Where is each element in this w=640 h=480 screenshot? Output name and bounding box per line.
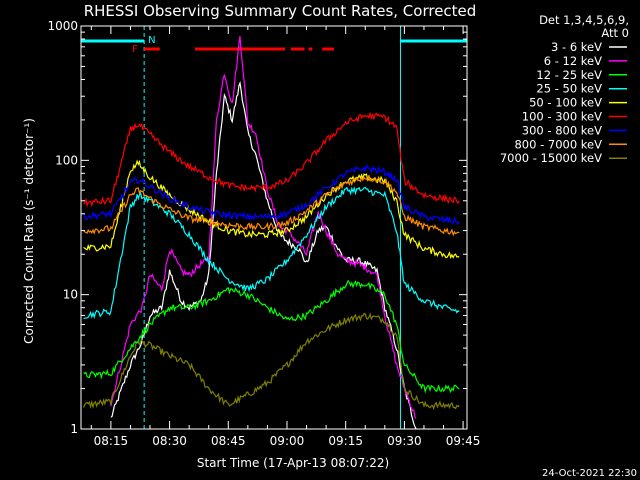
- x-tick-label: 09:00: [270, 434, 305, 448]
- plot-timestamp: 24-Oct-2021 22:30: [542, 468, 637, 479]
- legend-label: 12 - 25 keV: [536, 68, 602, 82]
- legend-label: 6 - 12 keV: [544, 54, 602, 68]
- legend-label: 800 - 7000 keV: [514, 137, 602, 151]
- series-line: [82, 163, 460, 226]
- series-line: [110, 36, 417, 419]
- legend-label: 50 - 100 keV: [529, 96, 602, 110]
- series-line: [83, 279, 460, 394]
- legend-label: 300 - 800 keV: [522, 123, 602, 137]
- y-tick-label: 100: [55, 153, 78, 167]
- series-line: [83, 186, 460, 320]
- legend-label: 100 - 300 keV: [522, 110, 602, 124]
- x-tick-label: 09:15: [328, 434, 363, 448]
- legend-header: Det 1,3,4,5,6,9, Att 0: [539, 13, 629, 40]
- series-line: [83, 159, 460, 260]
- legend-label: 7000 - 15000 keV: [500, 151, 602, 165]
- y-tick-label: 1: [70, 422, 78, 436]
- plot-frame: [80, 25, 468, 430]
- y-tick-label: 1000: [47, 19, 78, 33]
- eclipse-flag-label: N: [148, 35, 155, 46]
- legend-label: 3 - 6 keV: [551, 40, 602, 54]
- x-tick-label: 09:45: [446, 434, 481, 448]
- axes: 1 10 100 1000 08:15 08:30 08:45 09:00 09:15 09:30…: [47, 19, 480, 448]
- x-tick-label: 09:30: [387, 434, 422, 448]
- flare-flag-label: F: [132, 44, 138, 55]
- x-tick-label: 08:45: [211, 434, 246, 448]
- legend-label: 25 - 50 keV: [536, 82, 602, 96]
- series-line: [83, 175, 460, 237]
- series-line: [83, 111, 460, 208]
- x-axis-label: Start Time (17-Apr-13 08:07:22): [197, 456, 389, 470]
- legend-header-line-1: Det 1,3,4,5,6,9,: [539, 13, 629, 27]
- x-tick-label: 08:30: [152, 434, 187, 448]
- x-tick-label: 08:15: [94, 434, 129, 448]
- legend-header-line-2: Att 0: [601, 26, 629, 40]
- y-tick-label: 10: [63, 288, 78, 302]
- chart-title: RHESSI Observing Summary Count Rates, Co…: [84, 2, 477, 20]
- series-layer: [82, 36, 460, 430]
- y-axis-label: Corrected Count Rate (s⁻¹ detector⁻¹): [22, 118, 36, 344]
- series-line: [82, 312, 460, 411]
